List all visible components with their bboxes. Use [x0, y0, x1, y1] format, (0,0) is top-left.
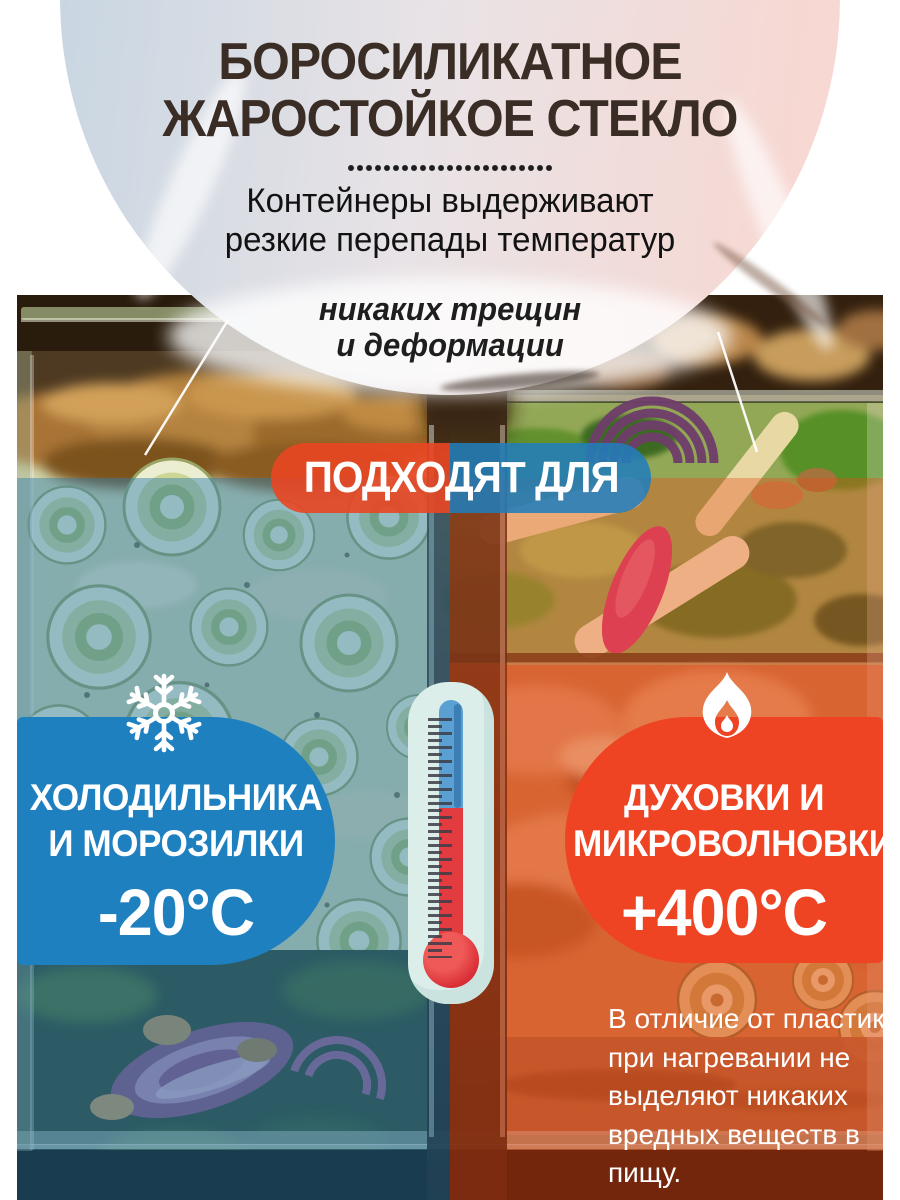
snowflake-icon [122, 671, 206, 755]
banner-cold-half [449, 443, 651, 513]
note-background-swash [168, 278, 732, 394]
banner-hot-half [271, 443, 450, 513]
footnote-text: В отличие от пластика при нагревании не … [608, 1003, 900, 1188]
header: БОРОСИЛИКАТНОЕ ЖАРОСТОЙКОЕ СТЕКЛО Контей… [0, 34, 900, 260]
cold-card: ХОЛОДИЛЬНИКА И МОРОЗИЛКИ -20°C [17, 717, 335, 965]
dotted-divider [347, 163, 553, 173]
fire-icon [702, 672, 752, 738]
subtitle: Контейнеры выдерживают резкие перепады т… [224, 182, 676, 259]
suitable-for-banner: ПОДХОДЯТ ДЛЯ [271, 443, 651, 513]
page-title: БОРОСИЛИКАТНОЕ ЖАРОСТОЙКОЕ СТЕКЛО [162, 33, 739, 148]
cold-card-temperature: -20°C [97, 875, 255, 949]
banner-label: ПОДХОДЯТ ДЛЯ [303, 453, 619, 502]
hot-card: ДУХОВКИ И МИКРОВОЛНОВКИ +400°C [565, 717, 894, 963]
note-text: никаких трещин и деформации [318, 291, 582, 363]
cold-card-title: ХОЛОДИЛЬНИКА И МОРОЗИЛКИ [29, 777, 323, 864]
thermometer-illustration [408, 682, 494, 1004]
hot-card-temperature: +400°C [621, 875, 828, 949]
hot-card-title: ДУХОВКИ И МИКРОВОЛНОВКИ [572, 777, 894, 864]
thermometer-ticks [428, 725, 442, 958]
